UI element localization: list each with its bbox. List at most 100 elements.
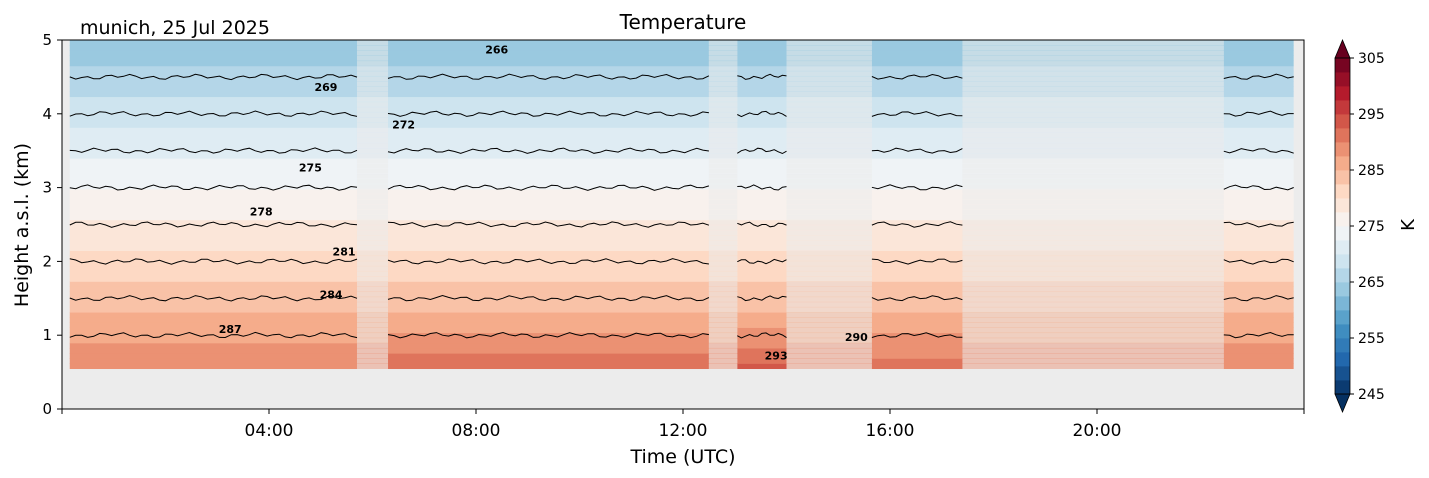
- contour-label-287: 287: [219, 323, 242, 336]
- segment-measured-8: [1223, 40, 1294, 370]
- colorbar-bin: [1335, 310, 1350, 325]
- y-axis-label: Height a.s.l. (km): [11, 143, 33, 307]
- isotherm-281-seg-8: [1223, 258, 1294, 265]
- isotherm-278-seg-4: [737, 221, 787, 228]
- colorbar-bin: [1335, 366, 1350, 381]
- colorbar-bin: [1335, 58, 1350, 73]
- isotherm-266-seg-6: [871, 73, 963, 80]
- colorbar: 245 255 265 275 285 295 305: [1334, 38, 1385, 414]
- isotherm-278-seg-0: [69, 221, 358, 228]
- isotherm-266-seg-0: [69, 73, 358, 81]
- contour-label-layer: 266 269 272 275 278 281 284 287 290 293: [219, 43, 868, 362]
- segment-model-5: [786, 40, 872, 370]
- contour-label-275: 275: [299, 161, 322, 174]
- y-axis-ticks: 0 1 2 3 4 5: [42, 31, 62, 418]
- colorbar-extend-max: [1334, 38, 1351, 59]
- colorbar-bin: [1335, 296, 1350, 311]
- isotherm-275-seg-0: [69, 184, 358, 191]
- colorbar-tick-label: 285: [1358, 163, 1385, 179]
- isotherm-287-seg-2: [387, 331, 709, 339]
- colorbar-bin: [1335, 324, 1350, 339]
- x-tick-label: 16:00: [866, 421, 915, 441]
- isotherm-269-seg-4: [737, 110, 787, 118]
- colorbar-bin: [1335, 254, 1350, 269]
- isotherm-284-seg-4: [737, 295, 787, 302]
- colorbar-bin: [1335, 142, 1350, 157]
- colorbar-bin: [1335, 282, 1350, 297]
- isotherm-275-seg-4: [737, 184, 787, 191]
- isotherm-266-seg-8: [1223, 73, 1294, 80]
- isotherm-281-seg-4: [737, 258, 787, 265]
- isotherm-275-seg-6: [871, 184, 963, 191]
- colorbar-bin: [1335, 212, 1350, 227]
- location-date-label: munich, 25 Jul 2025: [80, 17, 270, 39]
- isotherm-278-seg-2: [387, 221, 710, 228]
- segment-measured-6: [871, 40, 963, 370]
- isotherm-272-seg-8: [1223, 148, 1294, 154]
- colorbar-tick-label: 245: [1358, 387, 1385, 403]
- colorbar-bin: [1335, 380, 1350, 395]
- isotherm-266-seg-4: [737, 73, 787, 80]
- isotherm-272-seg-6: [871, 147, 963, 154]
- colorbar-bin: [1335, 226, 1350, 241]
- contour-label-293: 293: [765, 350, 788, 363]
- colorbar-bin: [1335, 198, 1350, 213]
- contour-label-284: 284: [320, 288, 343, 301]
- isotherm-269-seg-6: [871, 111, 963, 117]
- x-tick-label: 04:00: [245, 421, 294, 441]
- isotherm-287-seg-8: [1223, 331, 1294, 339]
- colorbar-bin: [1335, 156, 1350, 171]
- colorbar-tick-label: 255: [1358, 331, 1385, 347]
- contour-label-278: 278: [250, 206, 273, 219]
- isotherm-281-seg-6: [871, 258, 963, 265]
- segment-model-3: [708, 40, 738, 370]
- isotherm-layer: [69, 73, 1294, 339]
- x-tick-label: 12:00: [659, 421, 708, 441]
- colorbar-bin: [1335, 72, 1350, 87]
- colorbar-bin: [1335, 352, 1350, 367]
- isotherm-284-seg-0: [69, 295, 358, 302]
- colorbar-bin: [1335, 128, 1350, 143]
- isotherm-284-seg-2: [387, 294, 710, 302]
- segment-measured-4: [737, 40, 787, 370]
- x-tick-label: 08:00: [452, 421, 501, 441]
- isotherm-269-seg-2: [387, 110, 709, 117]
- colorbar-tick-label: 305: [1358, 51, 1385, 67]
- isotherm-275-seg-2: [387, 184, 710, 191]
- colorbar-bin: [1335, 170, 1350, 185]
- y-tick-label: 5: [42, 31, 52, 49]
- colorbar-tick-label: 295: [1358, 107, 1385, 123]
- segment-measured-2: [388, 40, 709, 370]
- isotherm-287-seg-6: [871, 332, 963, 338]
- y-tick-label: 0: [42, 400, 52, 418]
- isotherm-269-seg-0: [69, 110, 358, 117]
- contour-label-290: 290: [845, 331, 868, 344]
- isotherm-284-seg-6: [871, 295, 963, 302]
- isotherm-278-seg-6: [871, 221, 963, 228]
- colorbar-extend-min: [1334, 393, 1351, 414]
- y-tick-label: 4: [42, 105, 52, 123]
- isotherm-272-seg-2: [387, 147, 709, 154]
- colorbar-tick-label: 275: [1358, 219, 1385, 235]
- colorbar-bin: [1335, 268, 1350, 283]
- segment-model-1: [356, 40, 389, 370]
- isotherm-287-seg-0: [69, 331, 358, 339]
- y-tick-label: 2: [42, 252, 52, 270]
- colorbar-label: K: [1398, 218, 1419, 231]
- isotherm-281-seg-0: [69, 258, 358, 265]
- segment-model-7: [962, 40, 1224, 370]
- isotherm-266-seg-2: [387, 73, 710, 80]
- chart-title: Temperature: [619, 10, 747, 34]
- isotherm-275-seg-8: [1223, 184, 1294, 191]
- colorbar-bin: [1335, 86, 1350, 101]
- contour-label-269: 269: [314, 81, 337, 94]
- contour-label-266: 266: [485, 43, 508, 56]
- y-tick-label: 3: [42, 179, 52, 197]
- x-tick-label: 20:00: [1073, 421, 1122, 441]
- y-tick-label: 1: [42, 326, 52, 344]
- colorbar-bin: [1335, 240, 1350, 255]
- colorbar-bin: [1335, 184, 1350, 199]
- isotherm-272-seg-4: [737, 147, 787, 155]
- contour-label-272: 272: [392, 119, 415, 132]
